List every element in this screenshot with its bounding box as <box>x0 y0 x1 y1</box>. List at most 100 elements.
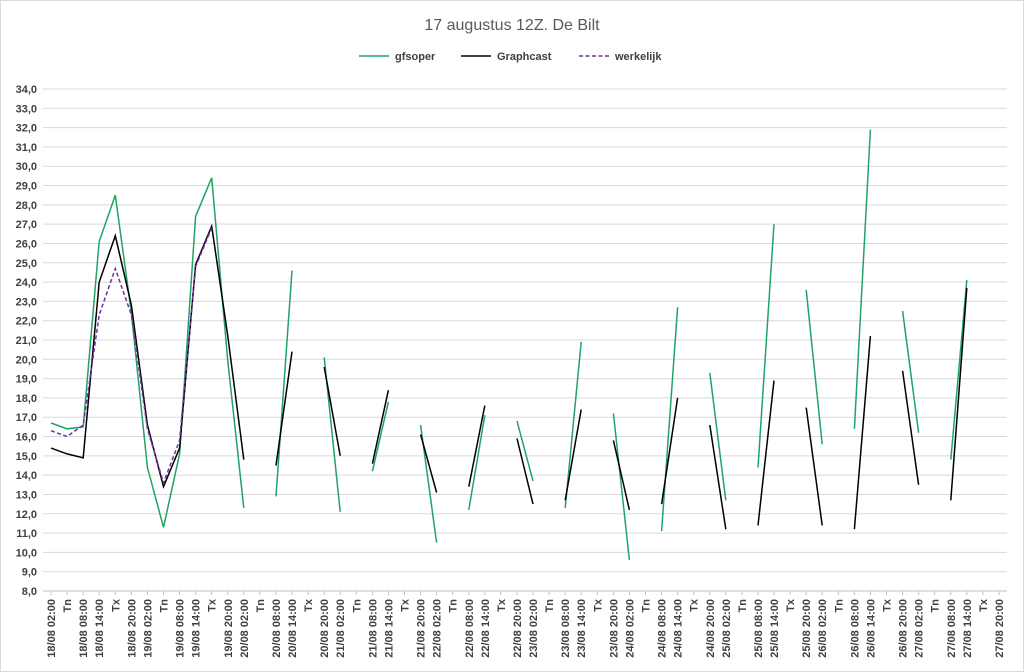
legend-label: gfsoper <box>395 51 436 63</box>
series-line-graphcast <box>419 434 438 493</box>
series-line-gfsoper <box>275 270 293 497</box>
series-line-graphcast <box>901 370 920 485</box>
y-tick-label: 12,0 <box>16 509 37 521</box>
x-tick-label: Tn <box>930 599 942 613</box>
series-line-graphcast <box>709 424 727 530</box>
x-tick-label: 23/08 20:00 <box>608 599 620 658</box>
x-tick-label: 27/08 20:00 <box>994 599 1006 658</box>
x-tick-label: 20/08 14:00 <box>287 599 299 658</box>
x-tick-label: Tx <box>207 598 219 612</box>
y-tick-label: 28,0 <box>16 200 37 212</box>
y-tick-label: 16,0 <box>16 432 37 444</box>
x-tick-label: Tn <box>641 599 653 613</box>
x-tick-label: 20/08 08:00 <box>271 599 283 658</box>
legend-label: werkelijk <box>614 51 662 63</box>
series-line-gfsoper <box>805 289 823 445</box>
y-tick-label: 31,0 <box>16 142 37 154</box>
x-tick-label: 26/08 08:00 <box>849 599 861 658</box>
x-tick-label: Tx <box>303 598 315 612</box>
y-tick-label: 13,0 <box>16 489 37 501</box>
series-line-graphcast <box>853 336 872 530</box>
series-line-graphcast <box>371 390 390 464</box>
x-tick-label: Tx <box>978 598 990 612</box>
y-tick-label: 30,0 <box>16 161 37 173</box>
x-tick-label: 21/08 20:00 <box>416 599 428 658</box>
y-tick-label: 22,0 <box>16 316 37 328</box>
x-tick-label: Tx <box>882 598 894 612</box>
x-tick-label: 22/08 14:00 <box>480 599 492 658</box>
series-line-gfsoper <box>50 177 245 528</box>
x-tick-label: Tx <box>689 598 701 612</box>
series-graphcast <box>50 223 968 530</box>
x-tick-label: 21/08 08:00 <box>367 599 379 658</box>
series-line-graphcast <box>516 438 534 505</box>
series-group <box>50 129 968 561</box>
x-tick-label: Tn <box>833 599 845 613</box>
x-tick-label: 25/08 20:00 <box>801 599 813 658</box>
x-tick-label: 21/08 14:00 <box>383 599 395 658</box>
x-tick-label: 18/08 14:00 <box>94 599 106 658</box>
x-tick-label: 19/08 08:00 <box>175 599 187 658</box>
x-tick-label: Tx <box>110 598 122 612</box>
x-tick-label: 24/08 02:00 <box>624 599 636 658</box>
x-tick-label: Tx <box>496 598 508 612</box>
y-tick-label: 17,0 <box>16 412 37 424</box>
x-tick-label: 24/08 14:00 <box>673 599 685 658</box>
series-line-gfsoper <box>516 420 534 482</box>
x-tick-label: 18/08 20:00 <box>126 599 138 658</box>
series-line-gfsoper <box>612 413 631 561</box>
x-tick-label: Tx <box>592 598 604 612</box>
series-line-graphcast <box>50 223 245 490</box>
x-tick-label: 19/08 20:00 <box>223 599 235 658</box>
y-tick-label: 25,0 <box>16 258 37 270</box>
y-tick-label: 8,0 <box>22 586 37 598</box>
x-tick-label: Tn <box>448 599 460 613</box>
y-tick-label: 9,0 <box>22 567 37 579</box>
series-line-werkelijk <box>50 227 213 486</box>
series-line-gfsoper <box>901 310 920 433</box>
y-tick-label: 32,0 <box>16 123 37 135</box>
gridlines <box>43 88 1007 592</box>
x-tick-label: 18/08 08:00 <box>78 599 90 658</box>
series-line-graphcast <box>660 397 679 505</box>
x-tick-label: Tx <box>400 598 412 612</box>
series-line-gfsoper <box>468 415 486 511</box>
y-tick-label: 23,0 <box>16 296 37 308</box>
series-line-graphcast <box>323 366 341 456</box>
chart-title: 17 augustus 12Z. De Bilt <box>424 17 600 34</box>
y-tick-label: 24,0 <box>16 277 37 289</box>
x-tick-label: 26/08 14:00 <box>865 599 877 658</box>
x-tick-label: 26/08 02:00 <box>817 599 829 658</box>
x-tick-label: 23/08 14:00 <box>576 599 588 658</box>
series-line-gfsoper <box>371 401 390 472</box>
x-tick-label: 24/08 20:00 <box>705 599 717 658</box>
x-tick-label: 20/08 02:00 <box>239 599 251 658</box>
x-tick-label: 27/08 02:00 <box>914 599 926 658</box>
series-line-gfsoper <box>757 224 775 468</box>
x-tick-label: 24/08 08:00 <box>657 599 669 658</box>
series-line-graphcast <box>757 380 775 526</box>
x-tick-label: 23/08 08:00 <box>560 599 572 658</box>
y-tick-label: 10,0 <box>16 547 37 559</box>
y-tick-label: 21,0 <box>16 335 37 347</box>
x-tick-label: 27/08 14:00 <box>962 599 974 658</box>
x-tick-label: 18/08 02:00 <box>46 599 58 658</box>
x-tick-label: Tn <box>737 599 749 613</box>
x-tick-label: Tn <box>159 599 171 613</box>
series-line-gfsoper <box>660 307 679 532</box>
series-line-graphcast <box>805 407 823 526</box>
series-line-graphcast <box>275 351 293 466</box>
series-line-gfsoper <box>950 280 968 460</box>
x-tick-label: 27/08 08:00 <box>946 599 958 658</box>
x-tick-label: 22/08 08:00 <box>464 599 476 658</box>
x-tick-label: 20/08 20:00 <box>319 599 331 658</box>
series-line-graphcast <box>468 405 486 487</box>
y-tick-label: 33,0 <box>16 103 37 115</box>
y-tick-label: 27,0 <box>16 219 37 231</box>
y-tick-label: 34,0 <box>16 84 37 96</box>
x-tick-label: 25/08 08:00 <box>753 599 765 658</box>
x-tick-label: 25/08 02:00 <box>721 599 733 658</box>
x-tick-label: 21/08 02:00 <box>335 599 347 658</box>
